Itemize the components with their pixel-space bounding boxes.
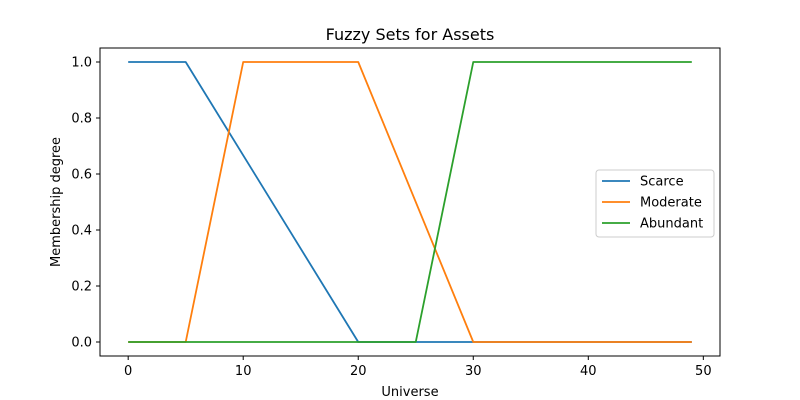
- y-tick-label: 0.2: [71, 280, 92, 295]
- x-tick-label: 40: [580, 364, 597, 379]
- x-axis-ticks: 0 10 20 30 40 50: [124, 356, 712, 379]
- y-axis-label: Membership degree: [49, 137, 64, 267]
- x-tick-label: 20: [350, 364, 367, 379]
- y-tick-label: 1.0: [71, 56, 92, 71]
- legend-box: [595, 169, 715, 238]
- x-tick-label: 30: [465, 364, 482, 379]
- y-tick-label: 0.0: [71, 336, 92, 351]
- y-tick-label: 0.4: [71, 224, 92, 239]
- legend: Scarce Moderate Abundant: [595, 169, 715, 238]
- series-line-abundant: [128, 61, 692, 343]
- legend-label-moderate: Moderate: [640, 196, 702, 211]
- legend-label-abundant: Abundant: [640, 217, 703, 232]
- plot-frame: [99, 47, 721, 357]
- plot-lines: [128, 61, 692, 343]
- y-axis-ticks: 0.0 0.2 0.4 0.6 0.8 1.0: [71, 56, 100, 351]
- chart-title: Fuzzy Sets for Assets: [326, 25, 495, 44]
- x-tick-label: 0: [124, 364, 132, 379]
- x-tick-label: 10: [235, 364, 252, 379]
- legend-label-scarce: Scarce: [640, 175, 684, 190]
- x-axis-label: Universe: [381, 385, 438, 400]
- y-tick-label: 0.8: [71, 112, 92, 127]
- x-tick-label: 50: [695, 364, 712, 379]
- y-tick-label: 0.6: [71, 168, 92, 183]
